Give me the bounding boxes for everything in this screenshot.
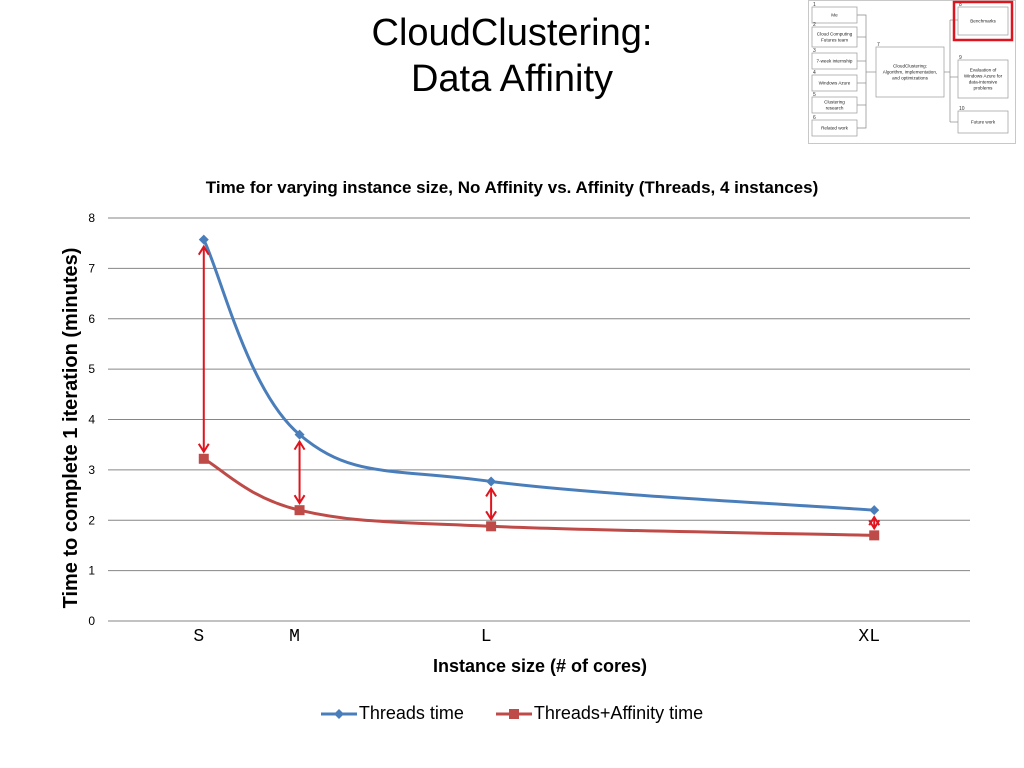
thumbnail-box-label: Future work — [971, 120, 996, 125]
y-tick-label: 8 — [88, 211, 95, 225]
series-group — [198, 234, 880, 541]
slide-title-line-1: CloudClustering: — [371, 12, 653, 54]
thumbnail-box-label: Evaluation of — [970, 68, 997, 73]
data-point — [486, 521, 497, 532]
thumbnail-highlight — [952, 0, 1014, 42]
series-threads-time — [198, 234, 880, 516]
thumbnail-box-number: 10 — [959, 106, 965, 112]
x-tick-label: M — [289, 627, 300, 647]
data-point — [869, 530, 880, 541]
legend-label: Threads+Affinity time — [533, 703, 704, 723]
series-line — [202, 239, 875, 512]
thumbnail-box-label: and optimizations — [892, 76, 928, 81]
thumbnail-box-label: Clustering — [824, 100, 845, 105]
legend-item-threads-time: Threads time — [320, 703, 464, 724]
y-tick-label: 1 — [88, 564, 95, 578]
x-tick-label: XL — [858, 627, 880, 647]
thumbnail-box-1: 1 Me — [811, 2, 858, 24]
thumbnail-box-number: 7 — [877, 42, 880, 48]
data-point — [486, 476, 497, 487]
thumbnail-box-label: research — [826, 106, 844, 111]
thumbnail-box-10: 10 Future work — [957, 106, 1009, 134]
series-threads-affinity-time — [198, 453, 880, 541]
thumbnail-box-label: CloudClustering: — [893, 64, 927, 69]
thumbnail-box-number: 8 — [959, 2, 962, 8]
thumbnail-box-7: 7 CloudClustering:Algorithm, implementati… — [875, 42, 945, 98]
y-tick-label: 4 — [88, 413, 95, 427]
thumbnail-box-number: 6 — [813, 115, 816, 121]
thumbnail-box-3: 37-week internship — [811, 48, 858, 70]
thumbnail-box-label: Windows Azure for — [964, 74, 1003, 79]
slide-title-line-2: Data Affinity — [410, 58, 614, 100]
data-point — [198, 234, 209, 245]
thumbnail-box-label: Benchmarks — [970, 19, 996, 24]
x-axis-ticks: S M L XL — [193, 627, 880, 647]
y-tick-label: 5 — [88, 362, 95, 376]
data-point — [294, 429, 305, 440]
y-axis-label: Time to complete 1 iteration (minutes) — [60, 248, 82, 609]
legend-item-threads-affinity-time: Threads+Affinity time — [495, 703, 704, 724]
thumbnail-box-label: problems — [974, 86, 994, 91]
legend-swatch — [495, 708, 532, 719]
thumbnail-box-6: 6 Related work — [811, 115, 858, 137]
difference-arrow — [293, 439, 306, 506]
thumbnail-box-number: 3 — [813, 48, 816, 54]
y-tick-label: 2 — [88, 513, 95, 527]
y-tick-label: 0 — [88, 614, 95, 628]
y-axis-ticks: 0 1 2 3 4 5 6 7 8 — [88, 211, 95, 628]
data-point — [198, 453, 209, 464]
thumbnail-box-label: 7-week internship — [816, 59, 852, 64]
grid-lines — [108, 217, 970, 622]
x-tick-label: S — [193, 627, 204, 647]
difference-arrow — [868, 515, 881, 531]
slide-title: CloudClustering: Data Affinity — [0, 10, 1024, 102]
x-tick-label: L — [481, 627, 492, 647]
series-line — [203, 457, 875, 537]
thumbnail-box-number: 5 — [813, 92, 816, 98]
difference-arrow — [485, 486, 497, 522]
data-point — [869, 505, 880, 516]
thumbnail-box-number: 2 — [813, 22, 816, 28]
thumbnail-box-number: 9 — [959, 55, 962, 61]
chart-title: Time for varying instance size, No Affin… — [206, 178, 818, 197]
thumbnail-box-label: Futures team — [821, 38, 848, 43]
y-tick-label: 7 — [88, 261, 95, 275]
thumbnail-box-number: 1 — [813, 2, 816, 8]
y-tick-label: 3 — [88, 463, 95, 477]
thumbnail-box-label: Cloud Computing — [817, 32, 853, 37]
thumbnail-box-label: Related work — [821, 126, 849, 131]
thumbnail-box-number: 4 — [813, 70, 816, 76]
y-tick-label: 6 — [88, 312, 95, 326]
thumbnail-box-label: data-intensive — [969, 80, 998, 85]
legend-label: Threads time — [358, 703, 464, 723]
x-axis-label: Instance size (# of cores) — [433, 656, 647, 676]
thumbnail-box-label: Windows Azure — [819, 81, 851, 86]
thumbnail-box-label: Me — [831, 13, 838, 18]
thumbnail-connectors — [857, 14, 958, 129]
data-point — [294, 505, 305, 516]
difference-arrow — [197, 244, 210, 454]
legend-swatch — [320, 708, 357, 719]
thumbnail-box-label: Algorithm, implementation, — [883, 70, 937, 75]
thumbnail-box-8: 8 Benchmarks — [957, 2, 1009, 36]
chart-legend: Threads time Threads+Affinity time — [0, 703, 1024, 726]
difference-arrows — [197, 244, 881, 531]
